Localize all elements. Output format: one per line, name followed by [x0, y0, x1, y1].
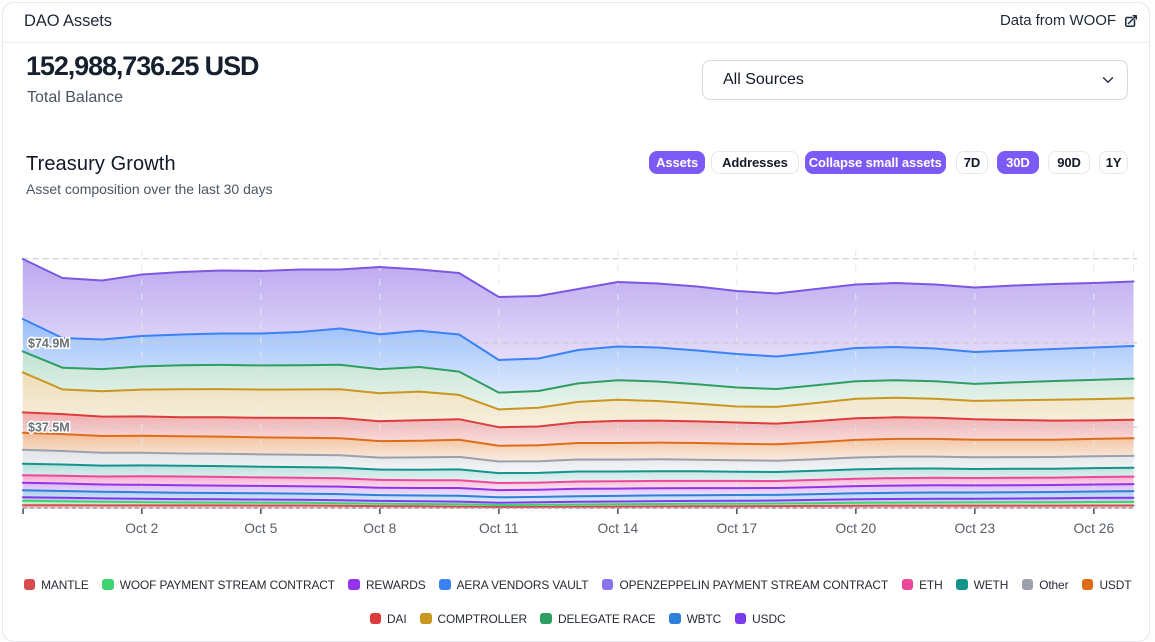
svg-text:Oct 23: Oct 23: [954, 521, 995, 536]
svg-text:Oct 14: Oct 14: [597, 521, 638, 536]
svg-text:Oct 20: Oct 20: [835, 521, 876, 536]
svg-text:Oct 8: Oct 8: [363, 521, 396, 536]
svg-text:Oct 17: Oct 17: [716, 521, 757, 536]
svg-text:$37.5M: $37.5M: [28, 421, 70, 435]
svg-text:$74.9M: $74.9M: [28, 337, 70, 351]
svg-text:Oct 11: Oct 11: [479, 521, 519, 536]
svg-text:Oct 5: Oct 5: [244, 521, 277, 536]
svg-text:Oct 2: Oct 2: [125, 521, 158, 536]
svg-text:Oct 26: Oct 26: [1073, 521, 1114, 536]
